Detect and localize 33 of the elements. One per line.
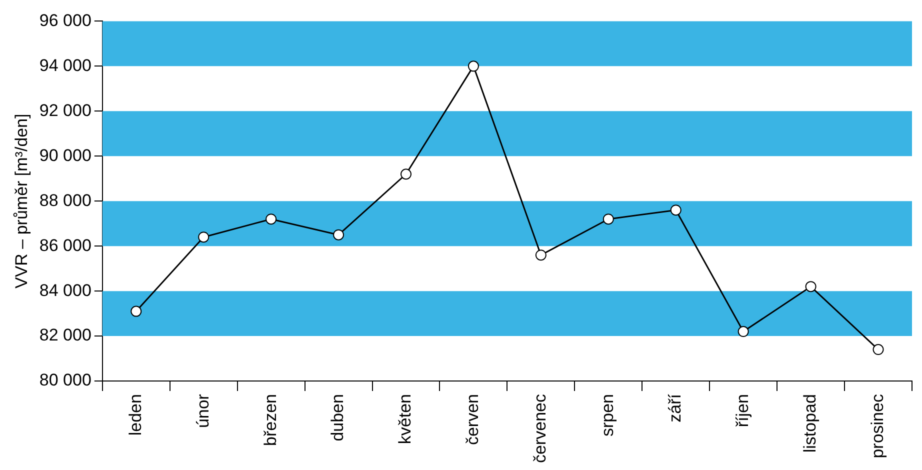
y-tick-label: 90 000 (39, 146, 92, 165)
point (266, 214, 277, 225)
point (400, 168, 412, 180)
y-tick-label: 92 000 (39, 100, 92, 120)
y-tick-label: 84 000 (39, 280, 92, 300)
point (670, 204, 682, 216)
point (130, 306, 142, 317)
x-tick-label: říjen (733, 394, 752, 428)
y-tick-label: 86 000 (39, 236, 92, 255)
y-axis-title: VVR – průměr [m³/den] (12, 114, 31, 288)
x-tick-label: prosinec (868, 394, 887, 458)
point (738, 326, 749, 338)
point (805, 281, 816, 292)
x-tick-label: září (666, 394, 685, 422)
x-tick-label: listopad (800, 394, 820, 453)
y-tick-label: 94 000 (39, 56, 92, 75)
x-tick-label: červen (463, 394, 482, 446)
x-tick-label: únor (193, 394, 212, 428)
y-tick-label: 80 000 (39, 370, 92, 390)
y-tick-label: 88 000 (39, 190, 92, 210)
x-tick-label: srpen (598, 394, 618, 437)
x-tick-label: duben (328, 394, 348, 442)
y-tick-label: 82 000 (39, 326, 92, 345)
point (468, 60, 479, 72)
x-tick-label: leden (126, 394, 145, 436)
point (333, 229, 344, 240)
point (535, 250, 546, 261)
x-tick-label: červenec (530, 394, 550, 464)
point (602, 214, 614, 225)
x-tick-label: květen (396, 394, 415, 444)
x-tick-label: březen (260, 394, 280, 446)
point (198, 232, 210, 243)
y-tick-label: 96 000 (39, 10, 92, 30)
